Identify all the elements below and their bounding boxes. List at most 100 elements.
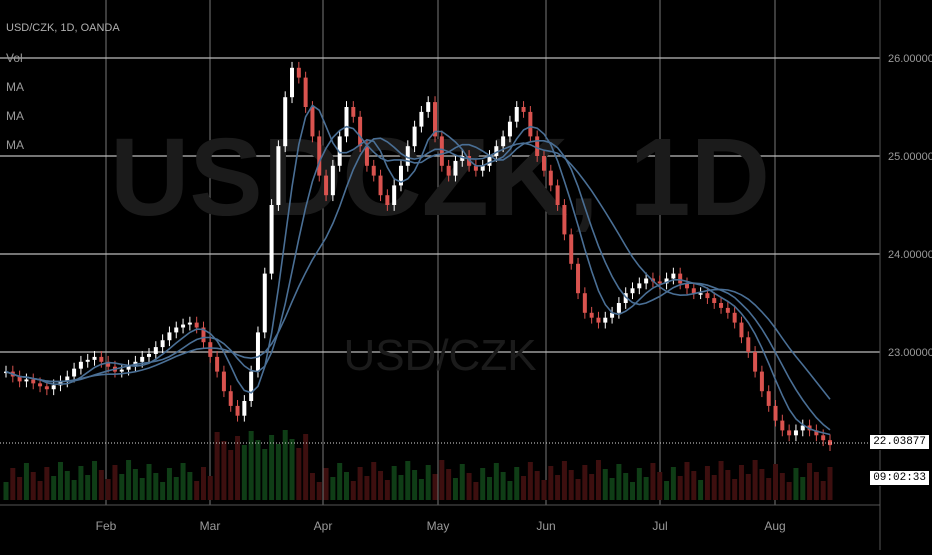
time-tick-label: Mar [200,519,221,533]
volume-bar [282,430,288,500]
volume-bar [446,469,452,500]
bar-countdown-label: 09:02:33 [869,470,930,486]
candle-body [160,340,165,348]
volume-bar [602,469,608,500]
candle-body [678,273,683,284]
volume-bar [807,463,813,500]
candle-body [351,107,356,117]
last-price-label: 22.03877 [869,434,930,450]
legend-ma-3[interactable]: MA [6,138,24,152]
volume-bar [153,473,159,500]
time-tick-label: Jul [652,519,667,533]
candle-body [167,332,172,341]
legend-ma-1[interactable]: MA [6,80,24,94]
candle-body [208,342,213,357]
candle-body [766,391,771,406]
candle-body [535,136,540,156]
volume-bar [589,474,595,500]
volume-bar [630,482,636,500]
candle-body [174,327,179,333]
ma-line-3 [5,137,831,400]
candle-body [555,185,560,205]
volume-bar [139,478,145,500]
volume-bar [214,432,220,500]
candle-body [78,361,83,369]
candle-body [140,356,145,362]
candle-body [589,312,594,318]
volume-bar [207,476,213,500]
watermark-small: USD/CZK [343,331,536,380]
time-tick-label: Feb [96,519,117,533]
legend-vol[interactable]: Vol [6,51,23,65]
candle-body [439,136,444,166]
candle-body [582,293,587,313]
candle-body [644,278,649,284]
volume-bar [37,481,43,500]
candle-body [671,273,676,279]
volume-bar [105,479,111,500]
volume-bar [378,471,384,500]
volume-bar [827,467,833,500]
volume-bar [371,462,377,500]
candle-body [228,391,233,406]
candle-body [44,386,49,390]
candle-body [773,405,778,421]
volume-bar [684,462,690,500]
candle-body [501,136,506,147]
candle-body [51,385,56,390]
candle-body [725,307,730,313]
volume-bar [303,434,309,500]
candle-body [385,195,390,205]
price-tick-label: 24.00000 [888,249,932,261]
volume-bar [507,481,513,500]
candle-body [283,97,288,147]
volume-bar [813,472,819,500]
candle-body [828,440,832,446]
candle-body [787,430,792,436]
volume-bar [248,431,254,500]
volume-bar [316,482,322,500]
volume-bar [384,480,390,500]
price-tick-label: 25.00000 [888,151,932,163]
volume-bar [166,468,172,500]
candle-body [344,107,349,137]
candle-body [92,356,97,360]
volume-bar [745,474,751,500]
candle-body [72,368,77,377]
candle-body [398,165,403,186]
volume-bar [439,460,445,500]
candle-body [821,435,826,441]
candle-body [433,102,438,137]
candle-body [317,136,322,176]
volume-bar [521,476,527,500]
candle-body [569,234,574,264]
candle-body [262,273,267,333]
volume-bar [820,481,826,500]
volume-bar [650,463,656,500]
candle-body [507,121,512,137]
volume-bar [241,445,247,500]
volume-bar [228,450,234,500]
ma-line-2 [5,125,831,431]
volume-bar [132,469,138,500]
volume-bar [657,472,663,500]
candle-body [460,156,465,161]
candle-body [800,425,805,431]
volume-bar [330,477,336,500]
time-tick-label: Apr [314,519,333,533]
volume-bar [677,476,683,500]
volume-bar [527,462,533,500]
volume-bar [337,463,343,500]
volume-bar [269,435,275,500]
candle-body [147,353,152,357]
candle-body [215,356,220,372]
candle-body [255,332,260,372]
legend-ma-2[interactable]: MA [6,109,24,123]
volume-bar [398,475,404,500]
candle-body [664,278,669,284]
candle-body [603,317,608,323]
symbol-title: USD/CZK, 1D, OANDA [6,22,120,34]
indicator-legend: Vol MA MA MA [6,44,24,160]
volume-bar [561,461,567,500]
candle-body [119,369,124,372]
